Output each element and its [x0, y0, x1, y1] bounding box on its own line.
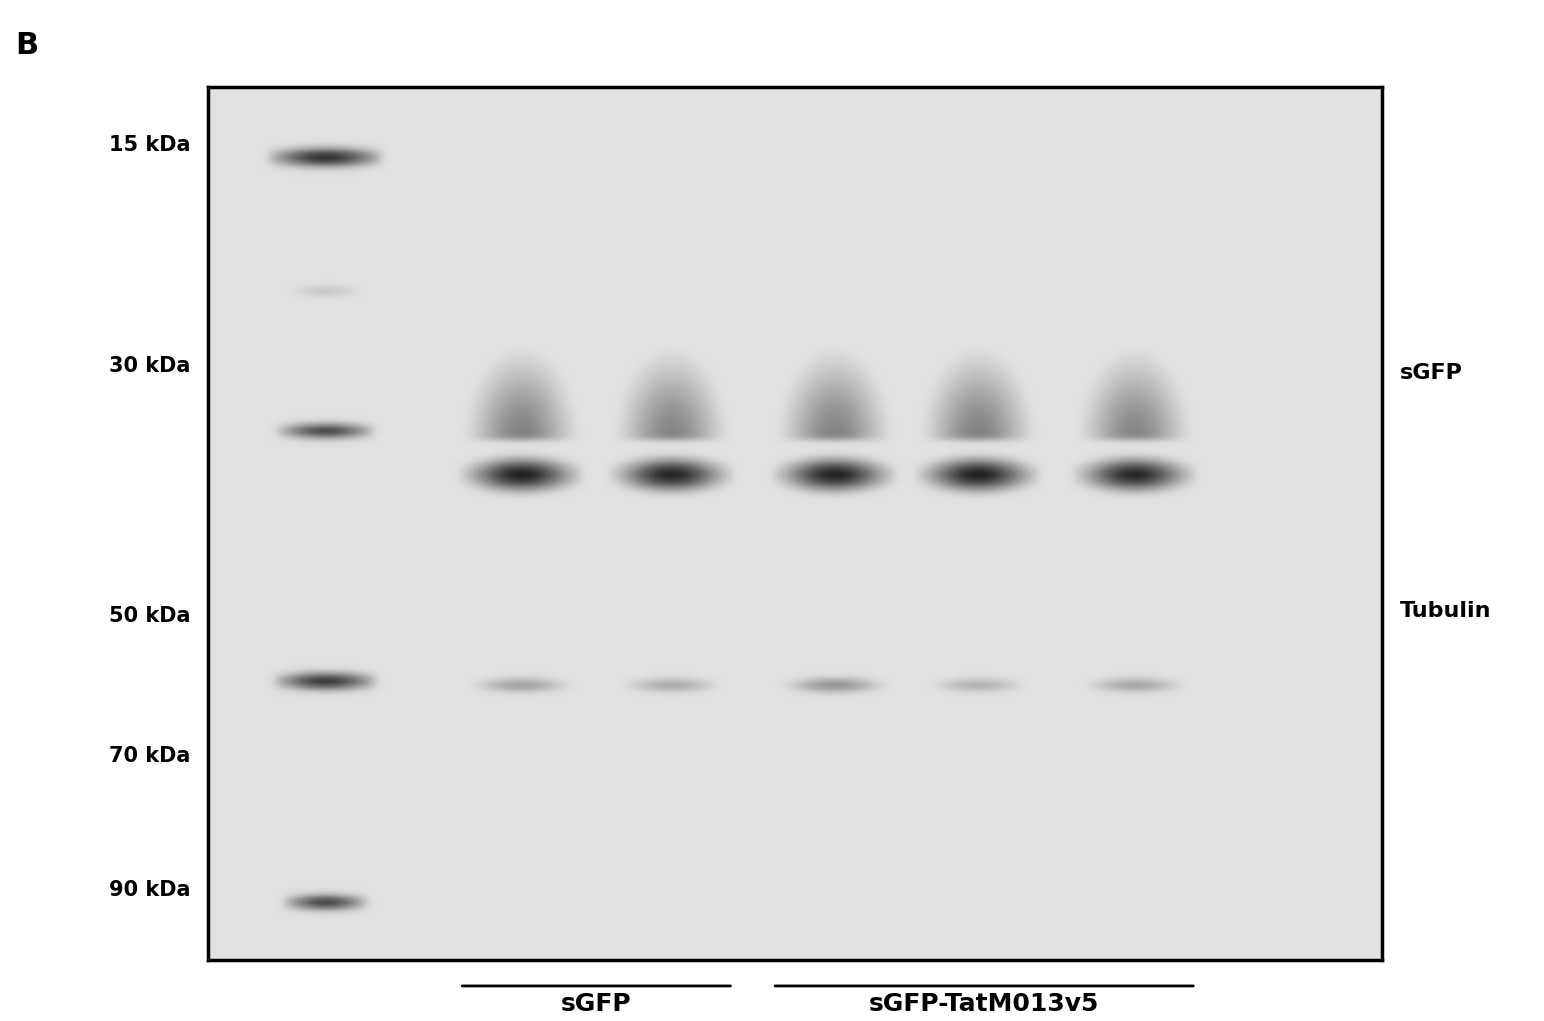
Text: Tubulin: Tubulin [1399, 600, 1492, 621]
Text: 30 kDa: 30 kDa [110, 356, 191, 376]
Text: B: B [15, 31, 39, 59]
Text: 90 kDa: 90 kDa [110, 880, 191, 900]
Text: 70 kDa: 70 kDa [110, 746, 191, 766]
Text: sGFP: sGFP [1399, 362, 1462, 383]
Text: 15 kDa: 15 kDa [110, 135, 191, 155]
Text: sGFP-TatM013v5: sGFP-TatM013v5 [869, 992, 1099, 1017]
Text: 50 kDa: 50 kDa [110, 606, 191, 626]
Text: sGFP: sGFP [560, 992, 631, 1017]
